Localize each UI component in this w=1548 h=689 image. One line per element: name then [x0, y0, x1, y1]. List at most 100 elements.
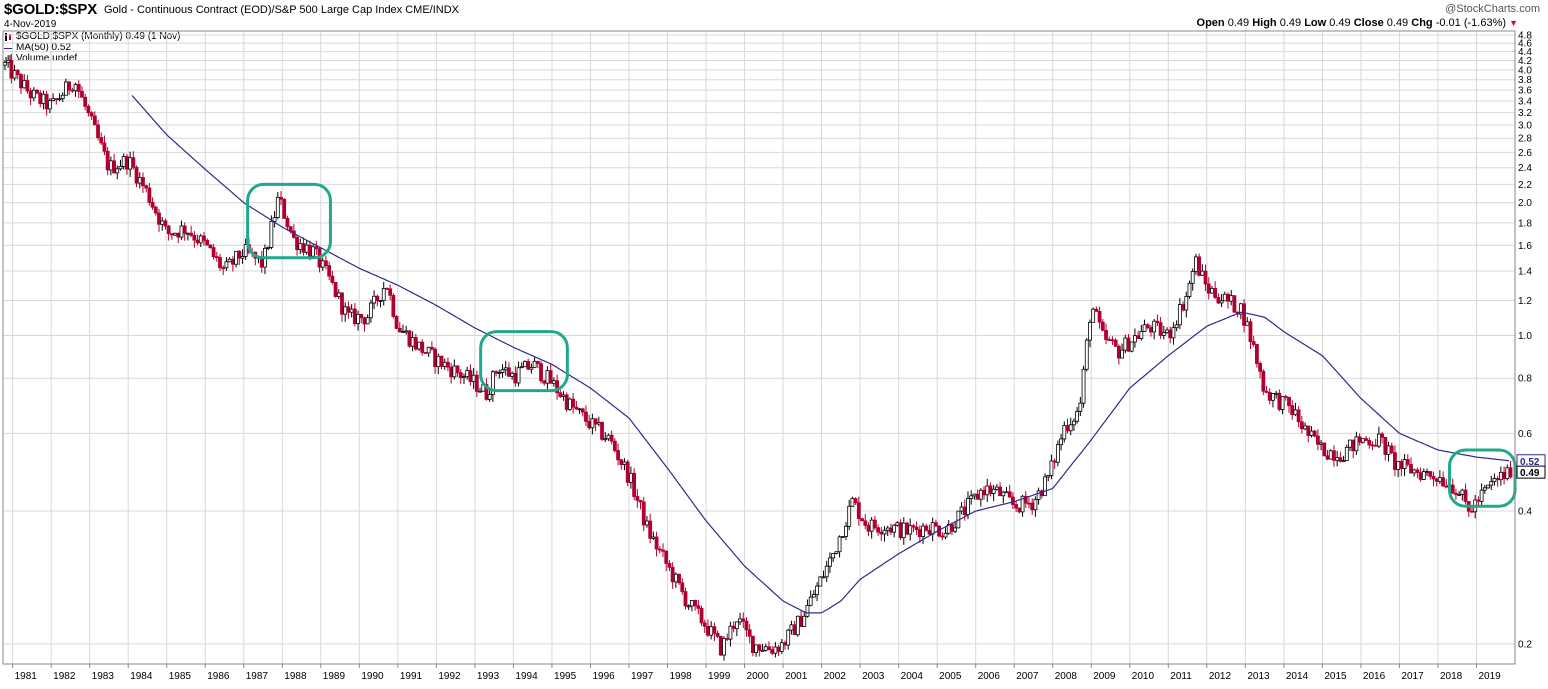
x-tick-label: 2005	[939, 671, 962, 682]
x-tick-label: 1995	[554, 671, 577, 682]
candle-body	[1309, 430, 1314, 436]
highlight-box	[246, 182, 332, 260]
candle-body	[272, 217, 277, 222]
candle-body	[64, 81, 68, 96]
open-label: Open	[1196, 17, 1225, 29]
candle-body	[869, 519, 874, 532]
candle-body	[134, 166, 139, 184]
candle-body	[128, 157, 133, 170]
candle-body	[930, 522, 935, 535]
candle-body	[1280, 396, 1285, 410]
candle-body	[706, 625, 710, 636]
candle-body	[1373, 444, 1378, 447]
candle-body	[47, 100, 52, 110]
y-tick-label: 2.8	[1518, 134, 1532, 145]
candle-body	[96, 124, 100, 138]
candle-body	[1415, 469, 1420, 474]
x-tick-label: 2013	[1247, 671, 1270, 682]
candle-body	[1393, 452, 1397, 470]
candle-body	[1248, 321, 1253, 343]
candle-body	[770, 649, 775, 654]
y-tick-label: 0.8	[1518, 374, 1532, 385]
candle-body	[529, 366, 534, 370]
candle-body	[433, 348, 437, 368]
candle-body	[683, 591, 688, 607]
candle-body	[657, 548, 662, 551]
candle-body	[908, 525, 913, 535]
y-tick-label: 0.4	[1518, 507, 1532, 518]
y-tick-label: 4.6	[1518, 39, 1532, 50]
candle-body	[83, 96, 88, 107]
candle-body	[1097, 311, 1102, 323]
candlestick-series	[3, 53, 1513, 661]
candle-body	[1383, 436, 1388, 455]
candle-body	[632, 472, 637, 497]
candle-body	[295, 236, 299, 250]
candle-body	[1152, 320, 1157, 333]
candle-body	[831, 553, 836, 559]
candle-body	[1200, 270, 1205, 276]
candle-body	[1325, 455, 1330, 460]
candle-body	[718, 635, 723, 656]
chg-value: -0.01 (-1.63%)	[1435, 17, 1507, 29]
candle-body	[410, 337, 415, 347]
candle-body	[1043, 476, 1047, 497]
candle-body	[1251, 341, 1256, 345]
candle-body	[924, 525, 929, 531]
candle-body	[1187, 282, 1192, 297]
candle-body	[622, 461, 627, 465]
candle-body	[815, 585, 820, 595]
candle-body	[1206, 283, 1211, 294]
candle-body	[1017, 507, 1022, 513]
candle-body	[1104, 329, 1108, 340]
candle-body	[1505, 467, 1510, 480]
y-tick-label: 1.2	[1518, 296, 1532, 307]
candle-body	[401, 331, 405, 333]
candle-body	[179, 225, 184, 238]
candle-body	[500, 369, 505, 373]
candle-body	[208, 244, 213, 249]
y-tick-label: 3.6	[1518, 86, 1532, 97]
candle-body	[892, 524, 897, 533]
y-tick-label: 1.4	[1518, 267, 1532, 278]
candle-body	[70, 89, 75, 92]
candle-body	[661, 549, 665, 552]
candle-body	[352, 308, 357, 325]
candle-body	[898, 522, 903, 539]
candle-body	[612, 440, 617, 451]
candle-body	[160, 220, 165, 225]
candle-body	[1367, 439, 1372, 446]
candle-body	[882, 529, 887, 535]
candle-body	[808, 596, 813, 606]
candle-body	[1100, 321, 1105, 331]
candle-body	[507, 367, 511, 377]
candle-body	[1351, 439, 1356, 452]
candle-body	[1444, 485, 1449, 488]
candle-body	[1399, 461, 1404, 469]
x-tick-label: 1988	[284, 671, 307, 682]
chg-label: Chg	[1411, 17, 1433, 29]
candle-body	[789, 624, 794, 631]
candle-body	[1306, 425, 1311, 436]
legend-volume-row: Volume undef	[4, 53, 181, 64]
candle-body	[494, 371, 498, 374]
candle-body	[462, 376, 466, 379]
candle-body	[404, 330, 409, 333]
candle-body	[1181, 304, 1185, 311]
x-tick-label: 1985	[169, 671, 192, 682]
candle-body	[1296, 409, 1301, 423]
candle-body	[982, 489, 986, 496]
candle-body	[189, 232, 194, 236]
candle-body	[381, 288, 386, 301]
candle-body	[969, 495, 974, 499]
candle-body	[224, 261, 229, 269]
candle-body	[173, 232, 177, 236]
candle-body	[847, 505, 852, 527]
candle-body	[157, 212, 161, 225]
x-tick-label: 2011	[1170, 671, 1192, 682]
y-tick-label: 2.4	[1518, 163, 1532, 174]
candle-body	[417, 341, 421, 350]
candle-body	[102, 142, 107, 152]
candle-body	[863, 520, 868, 526]
